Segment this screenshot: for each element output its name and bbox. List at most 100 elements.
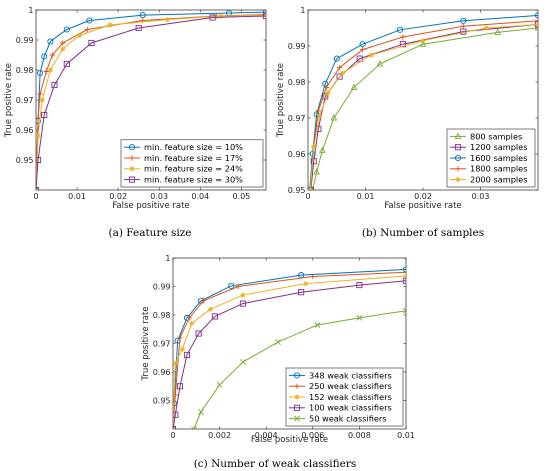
data-point xyxy=(209,14,216,21)
x-tick-label: 0.01 xyxy=(397,431,415,440)
legend-label: 1800 samples xyxy=(470,164,527,174)
data-point xyxy=(36,133,41,139)
data-point xyxy=(173,360,178,367)
y-tick-label: 0.99 xyxy=(16,36,34,45)
legend-marker xyxy=(293,372,301,379)
legend-marker xyxy=(455,166,461,172)
legend-marker xyxy=(293,404,301,411)
data-point xyxy=(228,282,235,289)
series-line xyxy=(312,27,538,190)
data-point xyxy=(310,273,316,280)
legend-label: min. feature size = 17% xyxy=(144,153,243,163)
series-line xyxy=(36,14,266,190)
panel-caption: (a) Feature size xyxy=(108,227,191,239)
data-point xyxy=(313,168,320,175)
data-point xyxy=(43,68,49,75)
x-axis-label: False positive rate xyxy=(384,201,461,211)
x-tick-label: 0.02 xyxy=(109,192,127,201)
data-point xyxy=(356,314,363,321)
data-point xyxy=(534,24,538,31)
y-tick-label: 0.98 xyxy=(16,66,34,75)
series-line xyxy=(309,14,538,190)
data-point xyxy=(183,351,191,358)
data-point xyxy=(195,330,202,337)
panel-caption: (b) Number of samples xyxy=(362,227,484,239)
data-point xyxy=(420,38,426,44)
legend-marker xyxy=(454,144,462,151)
y-tick-label: 0.96 xyxy=(288,150,306,159)
data-point xyxy=(84,26,90,33)
legend-marker xyxy=(294,383,300,389)
data-point xyxy=(189,320,195,327)
data-point xyxy=(239,359,246,365)
data-point xyxy=(173,425,177,429)
data-point xyxy=(460,23,466,29)
x-tick-label: 0.04 xyxy=(191,192,209,201)
legend-label: 100 weak classifiers xyxy=(309,403,392,413)
data-point xyxy=(191,426,197,429)
x-tick-label: 0.002 xyxy=(208,431,231,440)
y-axis-label: True positive rate xyxy=(141,306,151,381)
data-point xyxy=(263,11,266,18)
series-line xyxy=(173,271,406,429)
y-tick-label: 1 xyxy=(165,254,170,263)
data-point xyxy=(173,411,179,418)
data-point xyxy=(88,39,95,47)
data-point xyxy=(310,158,317,165)
x-tick-label: 0.03 xyxy=(472,192,490,201)
data-point xyxy=(323,84,329,90)
legend-box xyxy=(120,139,264,188)
y-tick-label: 0.96 xyxy=(16,126,34,135)
data-point xyxy=(339,70,346,76)
x-tick-label: 0.03 xyxy=(150,192,168,201)
panel-a: 0 0.01 0.02 0.03 0.04 0.05 0.95 0.96 0.97 0.98 0.9… xyxy=(4,6,267,239)
series-line xyxy=(173,275,406,429)
data-point xyxy=(186,315,192,321)
data-point xyxy=(216,381,223,388)
data-point xyxy=(359,41,366,48)
legend-marker xyxy=(454,154,462,162)
panel-c: 0 0.002 0.004 0.006 0.008 0.01 0.95 0.96 0.97 0.9… xyxy=(141,254,415,470)
data-point xyxy=(200,298,206,304)
panel-caption: (c) Number of weak classifiers xyxy=(194,458,357,470)
data-point xyxy=(39,97,45,103)
data-point xyxy=(396,26,404,33)
series-line xyxy=(36,14,266,190)
legend-label: min. feature size = 24% xyxy=(144,164,243,174)
data-point xyxy=(403,307,406,314)
y-axis-label: True positive rate xyxy=(4,63,14,138)
legend-box xyxy=(285,367,404,427)
y-tick-label: 1 xyxy=(300,6,305,15)
legend-marker xyxy=(129,166,135,172)
y-tick-label: 1 xyxy=(28,6,33,15)
data-point xyxy=(41,53,48,60)
x-tick-label: 0 xyxy=(33,192,38,201)
data-point xyxy=(240,292,246,298)
data-point xyxy=(76,32,82,39)
data-point xyxy=(235,283,241,290)
legend-marker xyxy=(294,415,300,422)
series-layer xyxy=(173,266,406,429)
data-point xyxy=(403,269,406,275)
x-tick-label: 0.006 xyxy=(301,431,324,440)
legend-marker xyxy=(294,394,300,400)
data-point xyxy=(314,322,321,328)
y-tick-label: 0.97 xyxy=(153,339,171,348)
data-point xyxy=(262,12,266,20)
legend-label: 1200 samples xyxy=(470,142,527,152)
y-tick-label: 0.97 xyxy=(288,114,306,123)
y-tick-label: 0.99 xyxy=(288,42,306,51)
legend-marker xyxy=(454,132,462,139)
series-layer xyxy=(308,12,538,190)
data-point xyxy=(47,38,54,45)
data-point xyxy=(325,90,331,96)
data-point xyxy=(316,113,323,119)
legend-label: 800 samples xyxy=(470,131,522,141)
data-point xyxy=(139,12,146,19)
data-point xyxy=(47,67,53,73)
y-tick-label: 0.95 xyxy=(16,156,34,165)
data-point xyxy=(60,40,66,46)
data-point xyxy=(336,73,343,80)
legend-label: 152 weak classifiers xyxy=(309,392,392,402)
